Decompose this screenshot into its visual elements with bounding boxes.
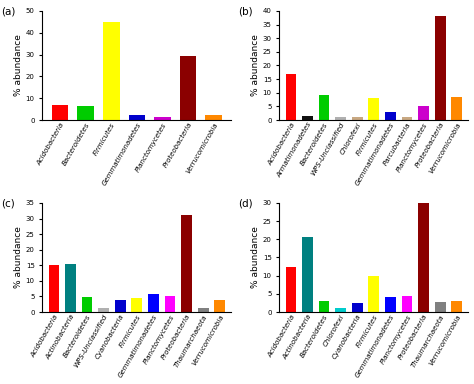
Bar [352, 303, 363, 312]
Bar [368, 98, 379, 120]
Bar [180, 56, 196, 120]
Bar [385, 298, 396, 312]
Bar [77, 106, 94, 120]
Bar [198, 308, 209, 312]
Bar [401, 296, 412, 312]
Text: (b): (b) [237, 7, 252, 17]
Bar [385, 112, 396, 120]
Bar [131, 298, 142, 312]
Bar [302, 237, 313, 312]
Bar [214, 300, 225, 312]
Text: (c): (c) [0, 199, 14, 209]
Bar [418, 106, 429, 120]
Bar [52, 105, 68, 120]
Bar [401, 117, 412, 120]
Bar [181, 215, 192, 312]
Bar [115, 300, 126, 312]
Bar [368, 276, 379, 312]
Bar [128, 114, 145, 120]
Bar [82, 297, 92, 312]
Bar [205, 114, 222, 120]
Bar [435, 302, 446, 312]
Bar [285, 266, 296, 312]
Text: (d): (d) [237, 199, 252, 209]
Y-axis label: % abundance: % abundance [14, 35, 23, 96]
Bar [285, 74, 296, 120]
Bar [65, 264, 76, 312]
Bar [451, 301, 462, 312]
Y-axis label: % abundance: % abundance [251, 35, 260, 96]
Bar [302, 116, 313, 120]
Bar [451, 97, 462, 120]
Bar [48, 265, 59, 312]
Y-axis label: % abundance: % abundance [251, 227, 260, 288]
Bar [154, 118, 171, 120]
Bar [435, 17, 446, 120]
Y-axis label: % abundance: % abundance [14, 227, 23, 288]
Bar [148, 294, 159, 312]
Bar [103, 22, 119, 120]
Bar [352, 117, 363, 120]
Bar [164, 296, 175, 312]
Bar [98, 308, 109, 312]
Bar [418, 203, 429, 312]
Bar [335, 308, 346, 312]
Bar [319, 301, 329, 312]
Text: (a): (a) [0, 7, 15, 17]
Bar [335, 117, 346, 120]
Bar [319, 96, 329, 120]
